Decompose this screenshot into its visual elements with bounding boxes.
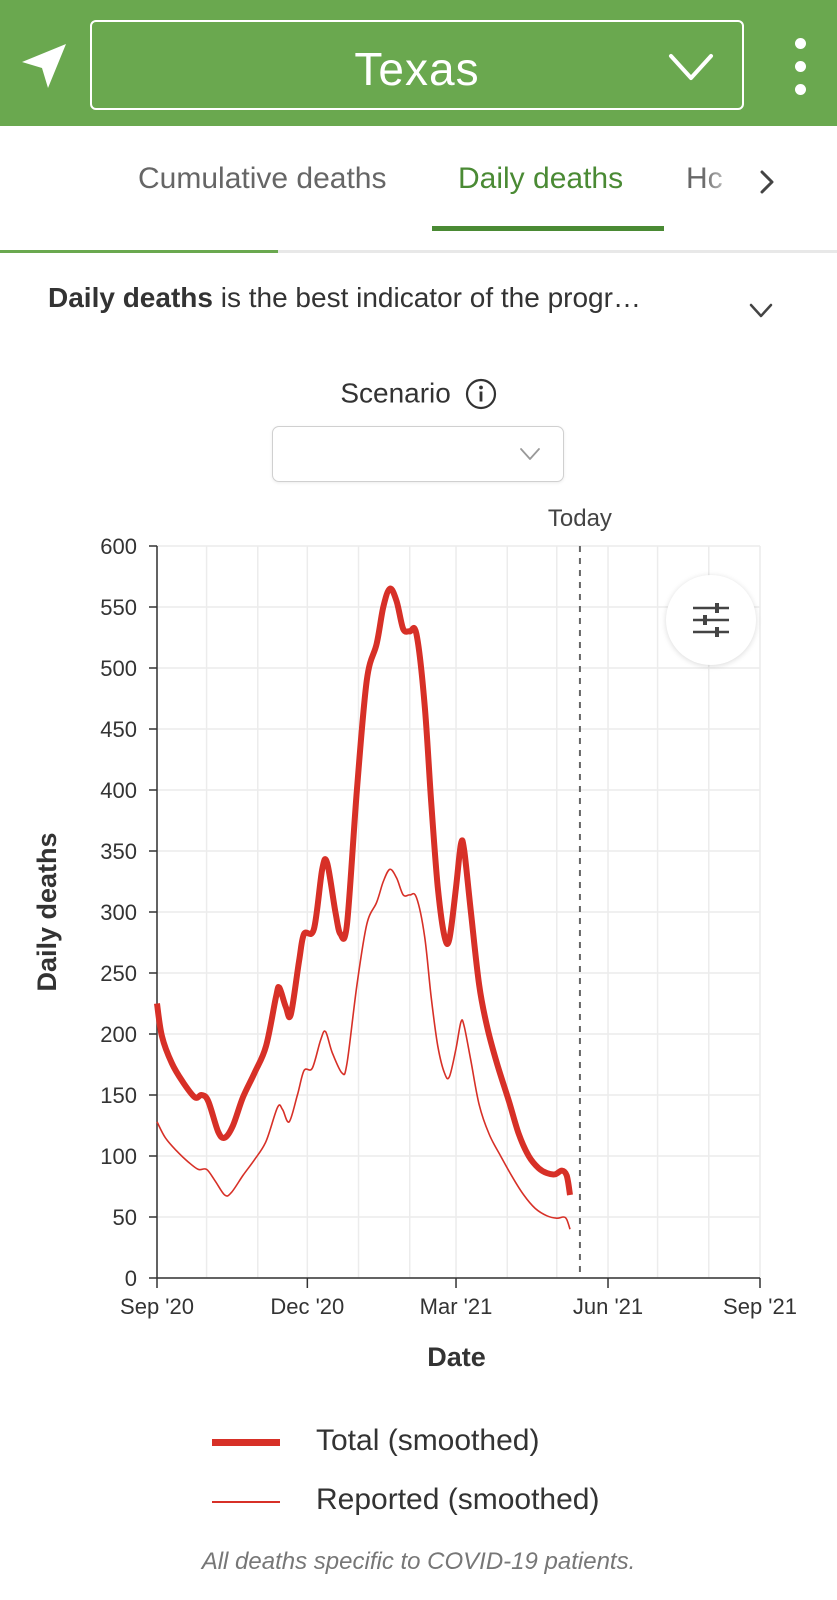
scenario-select[interactable] [272, 426, 564, 482]
today-label: Today [548, 505, 612, 532]
legend-label-reported: Reported (smoothed) [316, 1483, 600, 1516]
top-bar: Texas [0, 0, 837, 126]
y-tick-label: 500 [100, 656, 137, 681]
tabs-next-button[interactable] [752, 162, 782, 202]
x-tick-label: Sep '20 [120, 1294, 194, 1319]
y-axis-label: Daily deaths [32, 832, 62, 991]
state-select[interactable]: Texas [90, 20, 744, 110]
x-tick-label: Sep '21 [723, 1294, 797, 1319]
y-tick-label: 400 [100, 778, 137, 803]
series [154, 585, 573, 1230]
y-tick-label: 100 [100, 1144, 137, 1169]
footnote: All deaths specific to COVID-19 patients… [201, 1548, 636, 1575]
description-bold: Daily deaths [48, 282, 213, 313]
chart-settings-button[interactable] [666, 575, 756, 665]
tab-fade [702, 146, 742, 216]
labels: 0 50 100 150 200 250 300 350 400 450 500 550 600 Sep … [32, 505, 797, 1372]
tab-daily-deaths[interactable]: Daily deaths [458, 162, 624, 195]
chevron-right-icon [760, 170, 774, 194]
description-rest: is the best indicator of the progr… [212, 282, 641, 313]
axes [149, 545, 761, 1288]
legend-label-total: Total (smoothed) [316, 1424, 540, 1457]
y-tick-label: 200 [100, 1022, 137, 1047]
y-tick-label: 300 [100, 900, 137, 925]
y-tick-label: 450 [100, 717, 137, 742]
x-tick-label: Jun '21 [573, 1294, 643, 1319]
y-tick-label: 600 [100, 534, 137, 559]
series-line-total [154, 585, 573, 1196]
chevron-down-icon [520, 448, 540, 460]
scenario-label: Scenario [0, 376, 837, 410]
x-tick-label: Mar '21 [420, 1294, 493, 1319]
active-tab-indicator [432, 226, 664, 231]
expand-description-icon[interactable] [748, 302, 774, 320]
tab-cumulative-deaths[interactable]: Cumulative deaths [138, 162, 387, 195]
state-name: Texas [354, 43, 480, 95]
more-menu-button[interactable] [795, 38, 807, 98]
series-line-reported [156, 868, 571, 1230]
y-tick-label: 250 [100, 961, 137, 986]
daily-deaths-chart: 0 50 100 150 200 250 300 350 400 450 500 550 600 Sep … [32, 505, 797, 1372]
tab-scroll-thumb [0, 250, 278, 253]
tab-scroll-track [0, 250, 837, 253]
chevron-down-icon [669, 54, 713, 80]
legend-swatch-total [212, 1439, 280, 1446]
scenario-label-text: Scenario [340, 377, 451, 409]
y-tick-label: 550 [100, 595, 137, 620]
info-icon[interactable] [465, 378, 497, 410]
vertical-dots-icon [795, 38, 806, 49]
metric-description[interactable]: Daily deaths is the best indicator of th… [48, 282, 641, 314]
location-button[interactable] [18, 40, 70, 92]
y-tick-label: 150 [100, 1083, 137, 1108]
navigation-arrow-icon [22, 44, 66, 88]
y-tick-label: 350 [100, 839, 137, 864]
tab-bar: Cumulative deaths Daily deaths Hc [0, 126, 837, 232]
y-tick-label: 0 [125, 1266, 137, 1291]
legend-swatch-reported [212, 1501, 280, 1503]
sliders-icon [693, 603, 729, 637]
y-tick-label: 50 [113, 1205, 137, 1230]
x-tick-label: Dec '20 [270, 1294, 344, 1319]
x-axis-label: Date [427, 1342, 486, 1372]
